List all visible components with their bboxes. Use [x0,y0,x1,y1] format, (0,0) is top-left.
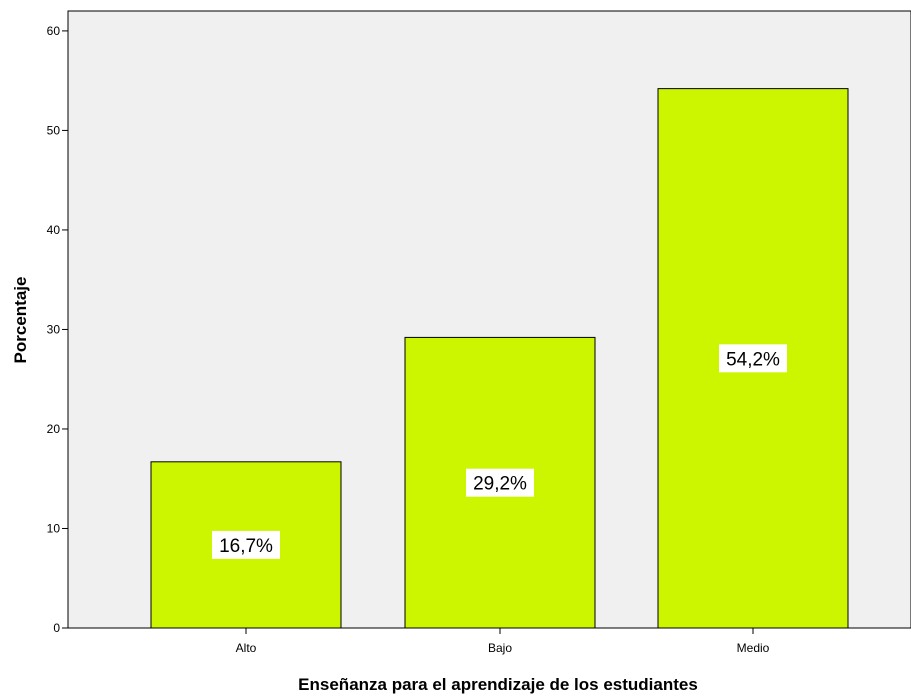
y-tick-label: 20 [47,422,61,436]
x-axis: Alto Bajo Medio [236,628,770,655]
y-tick-label: 40 [47,223,61,237]
y-tick-label: 10 [47,521,61,535]
data-label: 16,7% [219,536,273,557]
y-tick-label: 50 [47,123,61,137]
data-label-box [466,468,534,497]
x-tick-label: Bajo [488,641,512,655]
x-tick-label: Alto [236,641,257,655]
bars: 16,7% 29,2% 54,2% [150,88,849,629]
y-tick-label: 0 [53,621,60,635]
data-label-box [212,530,280,559]
y-tick-label: 60 [47,24,61,38]
y-axis: 0 10 20 30 40 50 60 [47,24,68,635]
x-tick-label: Medio [737,641,770,655]
data-label-box [719,344,787,373]
data-label: 29,2% [473,474,527,495]
y-axis-title: Porcentaje [11,277,30,364]
y-tick-label: 30 [47,322,61,336]
x-axis-title: Enseñanza para el aprendizaje de los est… [298,675,698,694]
data-label: 54,2% [726,349,780,370]
